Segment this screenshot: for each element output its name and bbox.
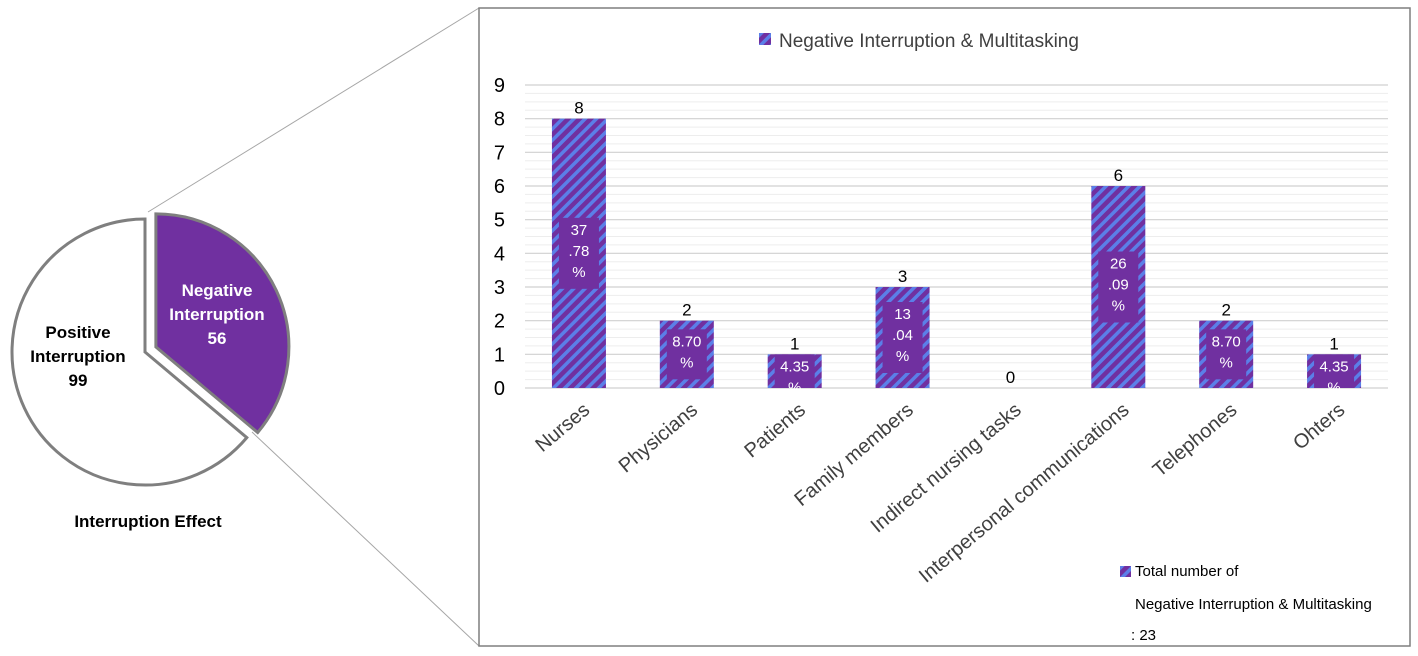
y-tick-label: 3 [494, 277, 505, 299]
total-note-line-1: Total number of [1135, 563, 1239, 580]
connector-line-bottom [251, 431, 480, 647]
percent-label-box [1098, 251, 1139, 323]
total-note-line-3: : 23 [1131, 627, 1156, 644]
total-note: Total number of Negative Interruption & … [1120, 563, 1372, 644]
bar-value-label: 2 [682, 301, 691, 320]
pie-label-negative-line-3: 56 [208, 329, 227, 348]
bar-percent-label: .78 [569, 243, 590, 260]
pie-slice-negative-interruption [154, 212, 291, 435]
pie-label-positive-line-1: Positive [45, 323, 110, 342]
pie-label-positive-line-3: 99 [69, 371, 88, 390]
percent-label-box [882, 302, 923, 373]
bar-value-label: 2 [1221, 301, 1230, 320]
percent-label-box [558, 217, 599, 289]
bar-percent-label: 8.70 [672, 333, 701, 350]
y-tick-label: 1 [494, 344, 505, 366]
y-tick-label: 8 [494, 109, 505, 131]
percent-label-box [1314, 354, 1355, 388]
y-axis-ticks: 0 1 2 3 4 5 6 7 8 9 [494, 75, 505, 400]
bar-percent-label: % [680, 354, 693, 371]
connector-line-top [147, 7, 480, 213]
percent-label-box [666, 329, 707, 380]
bar-percent-label: .09 [1108, 277, 1129, 294]
bar-percent-label: % [572, 264, 585, 281]
legend-swatch [759, 33, 771, 45]
pie-chart: Negative Interruption 56 Positive Interrupti… [10, 212, 291, 487]
bar-percent-label: % [1112, 298, 1125, 315]
bar-percent-label: 4.35 [1319, 358, 1348, 375]
y-tick-label: 5 [494, 210, 505, 232]
percent-label-box [1206, 329, 1247, 380]
bar-percent-label: % [1220, 354, 1233, 371]
bar-value-label: 0 [1006, 368, 1015, 387]
bars: 8 37 .78% 2 8.70% 1 4.35% 3 13 .04% 0 6 26 .09% 2 8.70%… [551, 99, 1362, 396]
bar-value-label: 3 [898, 267, 907, 286]
bar-percent-label: % [1327, 379, 1340, 396]
y-tick-label: 7 [494, 142, 505, 164]
bar-percent-label: 37 [571, 222, 588, 239]
total-note-line-2: Negative Interruption & Multitasking [1135, 596, 1372, 613]
bar-percent-label: 8.70 [1212, 333, 1241, 350]
pie-slice-positive-interruption [10, 217, 249, 487]
bar-percent-label: % [896, 348, 909, 365]
bar-value-label: 1 [790, 334, 799, 353]
bar-chart-frame [478, 7, 1411, 647]
legend: Negative Interruption & Multitasking [759, 31, 1079, 52]
pie-label-negative-line-2: Interruption [169, 305, 264, 324]
percent-label-box [774, 354, 815, 388]
y-tick-label: 0 [494, 378, 505, 400]
bar-percent-label: 26 [1110, 256, 1127, 273]
bar-value-label: 6 [1114, 166, 1123, 185]
pie-label-negative-line-1: Negative [182, 281, 253, 300]
bar-percent-label: % [788, 379, 801, 396]
legend-label: Negative Interruption & Multitasking [779, 31, 1079, 52]
bar-percent-label: .04 [892, 327, 913, 344]
y-tick-label: 4 [494, 243, 505, 265]
bar-percent-label: 13 [894, 306, 911, 323]
bar-value-label: 1 [1329, 334, 1338, 353]
y-tick-label: 9 [494, 75, 505, 97]
y-tick-label: 6 [494, 176, 505, 198]
bar-value-label: 8 [574, 99, 583, 118]
total-note-swatch [1120, 566, 1131, 577]
pie-label-positive-line-2: Interruption [30, 347, 125, 366]
bar-percent-label: 4.35 [780, 358, 809, 375]
pie-title: Interruption Effect [74, 512, 222, 531]
y-tick-label: 2 [494, 311, 505, 333]
